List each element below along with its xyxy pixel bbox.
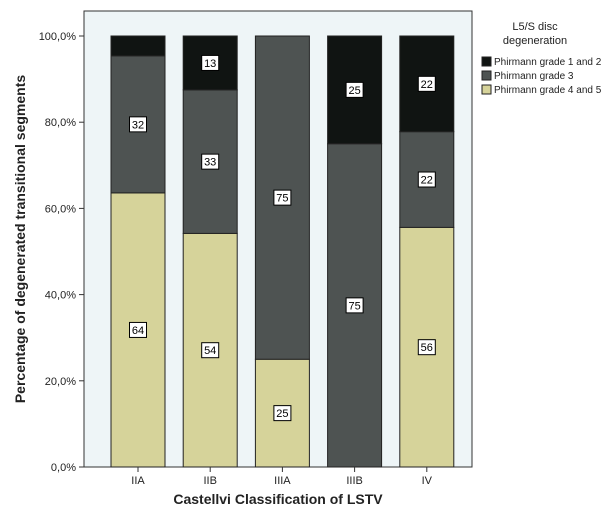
axes-layer: 0,0% 20,0% 40,0% 60,0% 80,0% 100,0% IIA IIB IIIA… — [39, 31, 433, 487]
data-label-box — [345, 81, 364, 98]
legend-label: Phirmann grade 4 and 5 — [494, 85, 602, 96]
legend-swatch — [481, 56, 492, 67]
data-label-iiia-phirmann-grade-4-and-5: 25 — [273, 405, 292, 422]
data-label-iiib-phirmann-grade-3: 75 — [345, 297, 364, 314]
y-axis-title: Percentage of degenerated transitional s… — [12, 75, 28, 404]
data-label-text: 22 — [421, 79, 433, 91]
data-label-text: 32 — [132, 119, 144, 131]
legend-title-line-1: L5/S disc — [512, 21, 558, 33]
data-label-box — [129, 321, 147, 338]
data-label-iib-phirmann-grade-1-and-2: 13 — [201, 54, 220, 71]
legend-title-line-2: degeneration — [503, 35, 567, 47]
data-label-box — [273, 405, 292, 422]
data-label-iia-phirmann-grade-3: 32 — [129, 116, 147, 133]
data-label-iib-phirmann-grade-3: 33 — [201, 153, 220, 170]
y-tick-label-5: 100,0% — [39, 31, 77, 43]
x-tick-label-iib: IIB — [203, 475, 216, 487]
y-tick-label-0: 0,0% — [51, 462, 76, 474]
data-label-iiia-phirmann-grade-3: 75 — [273, 189, 292, 206]
data-label-box — [201, 54, 220, 71]
data-label-text: 75 — [348, 300, 360, 312]
data-label-box — [201, 153, 220, 170]
legend-swatch — [481, 84, 492, 95]
data-label-iiib-phirmann-grade-1-and-2: 25 — [345, 81, 364, 98]
data-label-box — [417, 75, 436, 92]
data-labels-layer: 64 32 54 33 13 25 75 75 25 56 22 22 — [129, 54, 436, 422]
data-label-text: 64 — [132, 325, 144, 337]
y-tick-label-3: 60,0% — [45, 203, 76, 215]
data-label-text: 22 — [421, 175, 433, 187]
data-label-iia-phirmann-grade-4-and-5: 64 — [129, 321, 147, 338]
data-label-box — [129, 116, 147, 133]
data-label-text: 25 — [348, 85, 360, 97]
legend: L5/S disc degeneration Phirmann grade 1 … — [481, 21, 602, 96]
data-label-iv-phirmann-grade-4-and-5: 56 — [417, 339, 436, 356]
x-tick-label-iiia: IIIA — [274, 475, 291, 487]
bar-iia-phirmann-grade-1-and-2 — [110, 35, 166, 57]
legend-item-phirmann-grade-1-and-2: Phirmann grade 1 and 2 — [481, 56, 602, 68]
y-tick-label-2: 40,0% — [45, 290, 76, 302]
legend-label: Phirmann grade 3 — [494, 71, 574, 82]
data-label-box — [417, 339, 436, 356]
bar-iiia-phirmann-grade-3 — [254, 35, 310, 360]
data-label-text: 54 — [204, 345, 216, 357]
data-label-iib-phirmann-grade-4-and-5: 54 — [201, 342, 220, 359]
x-axis-title: Castellvi Classification of LSTV — [173, 491, 383, 507]
y-tick-label-1: 20,0% — [45, 376, 76, 388]
x-tick-label-iv: IV — [422, 475, 433, 487]
data-label-box — [201, 342, 220, 359]
data-label-text: 13 — [204, 58, 216, 70]
legend-item-phirmann-grade-4-and-5: Phirmann grade 4 and 5 — [481, 84, 602, 96]
legend-items: Phirmann grade 1 and 2 Phirmann grade 3 Ph… — [481, 56, 602, 96]
legend-item-phirmann-grade-3: Phirmann grade 3 — [481, 70, 574, 82]
data-label-text: 25 — [276, 408, 288, 420]
y-tick-label-4: 80,0% — [45, 117, 76, 129]
data-label-box — [273, 189, 292, 206]
data-label-box — [345, 297, 364, 314]
legend-swatch — [481, 70, 492, 81]
x-tick-label-iiib: IIIB — [346, 475, 363, 487]
legend-label: Phirmann grade 1 and 2 — [494, 57, 602, 68]
data-label-text: 75 — [276, 193, 288, 205]
bars-layer — [110, 35, 455, 468]
data-label-iv-phirmann-grade-1-and-2: 22 — [417, 75, 436, 92]
data-label-text: 33 — [204, 157, 216, 169]
data-label-text: 56 — [421, 342, 433, 354]
data-label-iv-phirmann-grade-3: 22 — [417, 171, 436, 188]
data-label-box — [417, 171, 436, 188]
x-tick-label-iia: IIA — [131, 475, 145, 487]
